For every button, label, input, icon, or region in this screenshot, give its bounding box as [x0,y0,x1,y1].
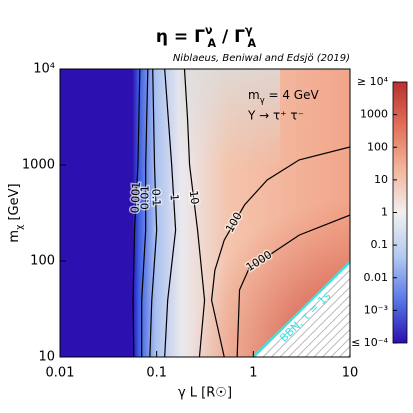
contour-label: 0.1 [149,189,163,207]
x-axis-label: γ L [R☉] [178,386,232,401]
colorbar-tick-label: 1000 [360,108,388,121]
annotation: mγ = 4 GeV [248,88,319,105]
subtitle: Niblaeus, Beniwal and Edsjö (2019) [173,53,350,64]
script-part: ν [205,24,213,37]
chart-title: η = Γν A / Γγ A [156,24,257,50]
script-part: A [208,37,217,50]
contour-line [141,69,149,357]
x-tick-label: 1 [249,366,257,381]
plot-frame [59,68,351,358]
text-part: m [248,88,260,102]
colorbar-tick-label: 1 [381,206,388,219]
contour-line [149,69,158,357]
y-tick-label: 1000 [22,158,55,173]
y-tick-label: 10 [38,350,55,365]
colorbar-tick-label: ≥ 10⁴ [357,75,389,88]
colorbar-tick-label: 0.1 [371,238,389,251]
y-tick-label: 100 [30,254,55,269]
script-part: γ [260,95,265,105]
contour-line [132,69,141,357]
annotation: Υ → τ⁺ τ⁻ [247,109,304,123]
y-tick-label: 10⁴ [33,62,55,77]
contour-line [210,146,350,357]
text-part: m [7,230,22,243]
y-axis-label: mχ [GeV] [7,183,25,242]
contour-line [236,214,350,357]
script-part: A [248,37,257,50]
text-part: / Γ [216,27,245,47]
x-tick-label: 0.01 [46,366,75,381]
x-tick-label: 10 [342,366,359,381]
text-part: [GeV] [7,183,22,224]
colorbar-tick-label: 10 [374,173,388,186]
text-part: = 4 GeV [265,88,320,102]
contour-label: 1 [167,194,180,202]
script-part: χ [15,225,25,230]
colorbar-tick-label: ≤ 10⁻⁴ [351,336,389,349]
contour-label: 0.001 [128,181,143,213]
colorbar-tick-label: 100 [367,140,388,153]
contour-line [164,69,177,357]
colorbar-tick-label: 0.01 [364,271,389,284]
script-part: γ [245,24,253,37]
contour-label: 0.01 [139,185,152,210]
x-tick-label: 0.1 [146,366,167,381]
bbn-line [252,260,351,358]
text-part: η = Γ [156,27,205,47]
contour-line [183,69,206,357]
contour-label: 10 [187,190,202,205]
colorbar-tick-label: 10⁻³ [364,303,388,316]
